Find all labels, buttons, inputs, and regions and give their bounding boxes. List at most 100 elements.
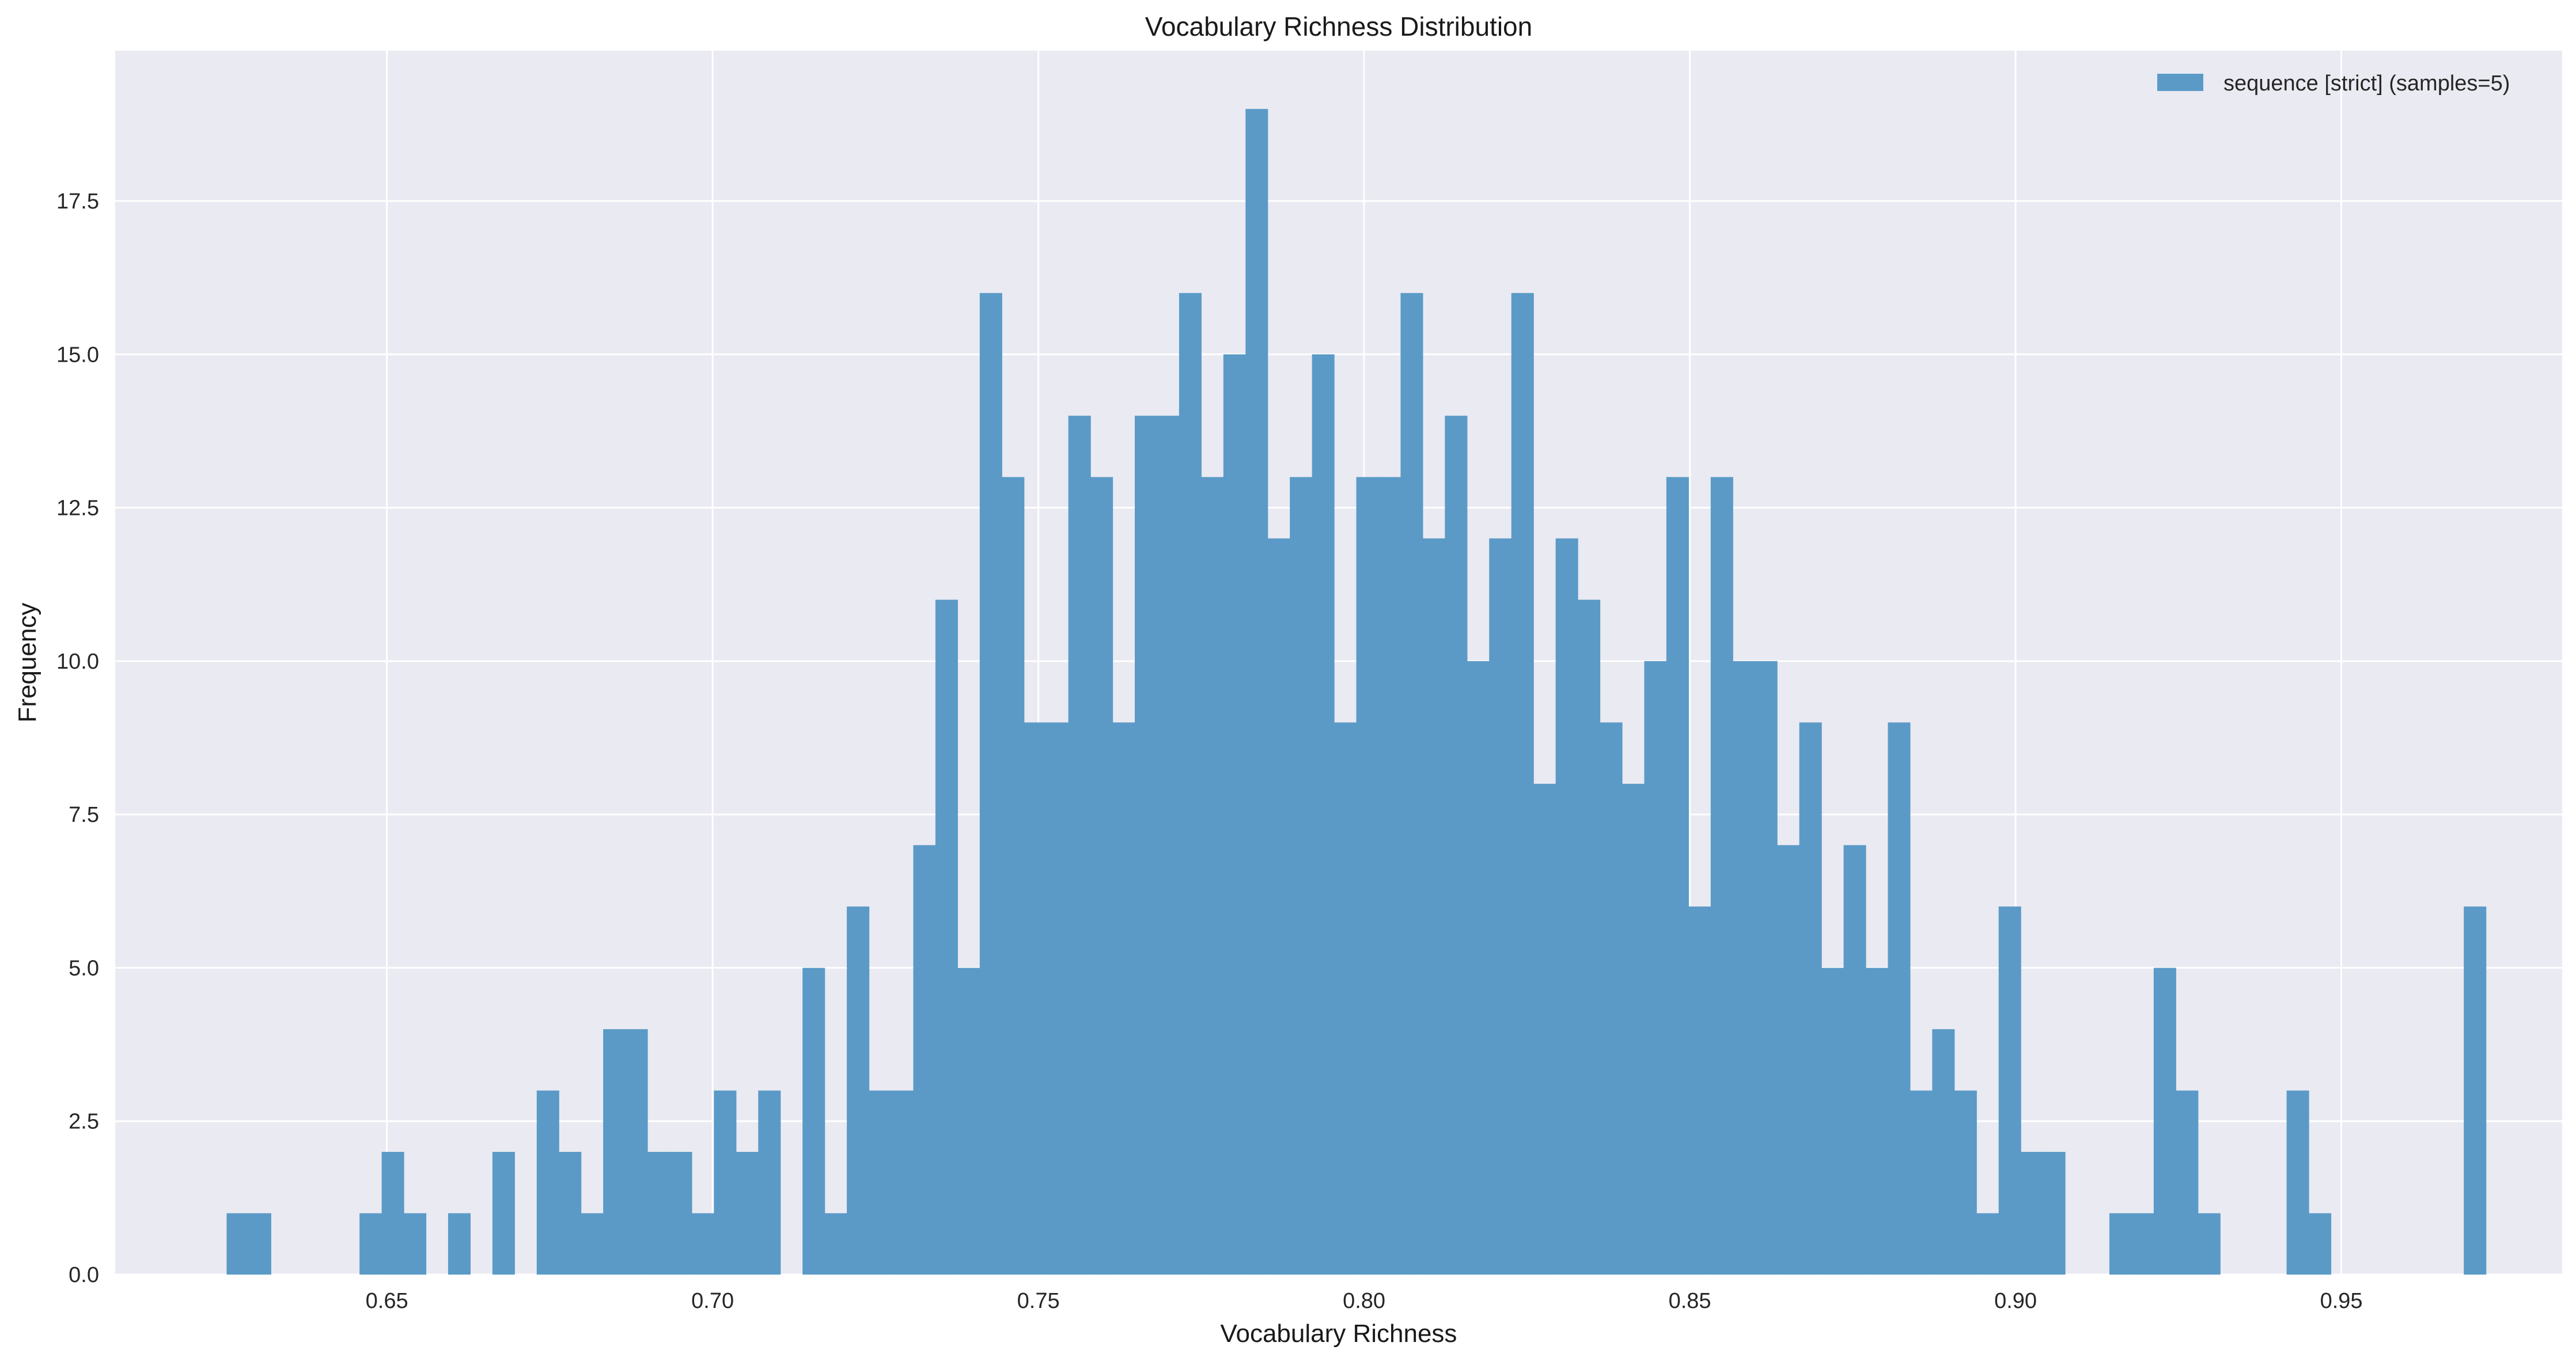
histogram-bar (669, 1151, 692, 1275)
histogram-bar (226, 1213, 249, 1275)
histogram-bar (1799, 722, 1822, 1275)
histogram-bar (1910, 1090, 1933, 1275)
histogram-bar (1068, 415, 1091, 1275)
histogram-bar (935, 600, 958, 1275)
y-tick-label: 15.0 (56, 343, 99, 367)
y-tick-label: 0.0 (69, 1263, 99, 1287)
histogram-bar (625, 1029, 648, 1275)
histogram-bar (581, 1213, 604, 1275)
histogram-bar (957, 968, 980, 1275)
histogram-bar (1755, 661, 1778, 1275)
histogram-bar (1843, 845, 1866, 1275)
histogram-bar (1821, 968, 1844, 1275)
histogram-bar (1489, 538, 1512, 1275)
y-tick-labels: 0.0 2.5 5.0 7.5 10.0 12.5 15.0 17.5 (56, 189, 99, 1287)
histogram-bar (2021, 1151, 2044, 1275)
histogram-bar (381, 1151, 404, 1275)
histogram-bar (2043, 1151, 2066, 1275)
histogram-bar (1002, 477, 1025, 1275)
histogram-bar (1865, 968, 1889, 1275)
histogram-bar (1090, 477, 1113, 1275)
x-tick-label: 0.80 (1343, 1289, 1385, 1313)
histogram-bar (1112, 722, 1135, 1275)
histogram-bar (2109, 1213, 2132, 1275)
histogram-bar (1356, 477, 1379, 1275)
histogram-bar (647, 1151, 670, 1275)
histogram-bar (1555, 538, 1578, 1275)
histogram-bar (891, 1090, 914, 1275)
histogram-bar (1932, 1029, 1955, 1275)
y-tick-label: 5.0 (69, 956, 99, 980)
histogram-bar (1644, 661, 1667, 1275)
chart-title: Vocabulary Richness Distribution (1145, 12, 1532, 41)
histogram-bar (1223, 354, 1246, 1275)
histogram-bar (1245, 109, 1268, 1275)
x-tick-label: 0.85 (1669, 1289, 1711, 1313)
histogram-bar (1777, 845, 1800, 1275)
histogram-bar (1533, 783, 1556, 1275)
legend-swatch (2157, 74, 2203, 91)
histogram-bar (248, 1213, 271, 1275)
histogram-bar (2176, 1090, 2199, 1275)
histogram-bar (1666, 477, 1689, 1275)
histogram-bar (1179, 293, 1202, 1275)
histogram-bar (1378, 477, 1401, 1275)
histogram-bar (1312, 354, 1335, 1275)
y-tick-label: 7.5 (69, 803, 99, 827)
histogram-bar (492, 1151, 515, 1275)
histogram-bar (758, 1090, 781, 1275)
histogram-bar (847, 906, 870, 1275)
histogram-bar (404, 1213, 427, 1275)
histogram-bar (1334, 722, 1357, 1275)
legend-label: sequence [strict] (samples=5) (2223, 71, 2510, 96)
histogram-bar (1688, 906, 1711, 1275)
histogram-bar (691, 1213, 714, 1275)
histogram-bar (359, 1213, 382, 1275)
histogram-bar (1046, 722, 1069, 1275)
bars (226, 109, 2487, 1275)
y-axis-label: Frequency (13, 603, 41, 723)
histogram-bar (536, 1090, 559, 1275)
histogram-bar (736, 1151, 759, 1275)
histogram-bar (913, 845, 936, 1275)
histogram-bar (802, 968, 825, 1275)
x-tick-labels: 0.65 0.70 0.75 0.80 0.85 0.90 0.95 (366, 1289, 2363, 1313)
histogram-bar (1267, 538, 1290, 1275)
histogram-bar (1400, 293, 1423, 1275)
histogram-bar (1024, 722, 1047, 1275)
histogram-bar (1622, 783, 1645, 1275)
y-tick-label: 17.5 (56, 189, 99, 214)
x-tick-label: 0.70 (691, 1289, 734, 1313)
histogram-bar (979, 293, 1002, 1275)
histogram-bar (1422, 538, 1445, 1275)
histogram-bar (714, 1090, 737, 1275)
legend: sequence [strict] (samples=5) (2157, 71, 2510, 96)
x-tick-label: 0.75 (1017, 1289, 1060, 1313)
histogram-bar (559, 1151, 582, 1275)
histogram-bar (1888, 722, 1911, 1275)
histogram-bar (1954, 1090, 1977, 1275)
y-tick-label: 10.0 (56, 650, 99, 674)
histogram-bar (1201, 477, 1224, 1275)
x-tick-label: 0.90 (1994, 1289, 2037, 1313)
histogram-bar (1445, 415, 1468, 1275)
histogram-bar (1998, 906, 2021, 1275)
histogram-bar (448, 1213, 471, 1275)
histogram-bar (2131, 1213, 2154, 1275)
histogram-bar (2198, 1213, 2221, 1275)
histogram-bar (2286, 1090, 2309, 1275)
histogram-bar (1157, 415, 1180, 1275)
histogram-bar (1578, 600, 1601, 1275)
histogram-bar (1976, 1213, 1999, 1275)
histogram-bar (824, 1213, 847, 1275)
histogram-bar (1467, 661, 1490, 1275)
histogram-bar (1511, 293, 1534, 1275)
y-tick-label: 12.5 (56, 496, 99, 521)
histogram-bar (2464, 906, 2487, 1275)
histogram-bar (869, 1090, 892, 1275)
histogram-bar (1135, 415, 1158, 1275)
histogram-bar (1600, 722, 1623, 1275)
histogram-bar (1733, 661, 1756, 1275)
histogram-bar (603, 1029, 626, 1275)
